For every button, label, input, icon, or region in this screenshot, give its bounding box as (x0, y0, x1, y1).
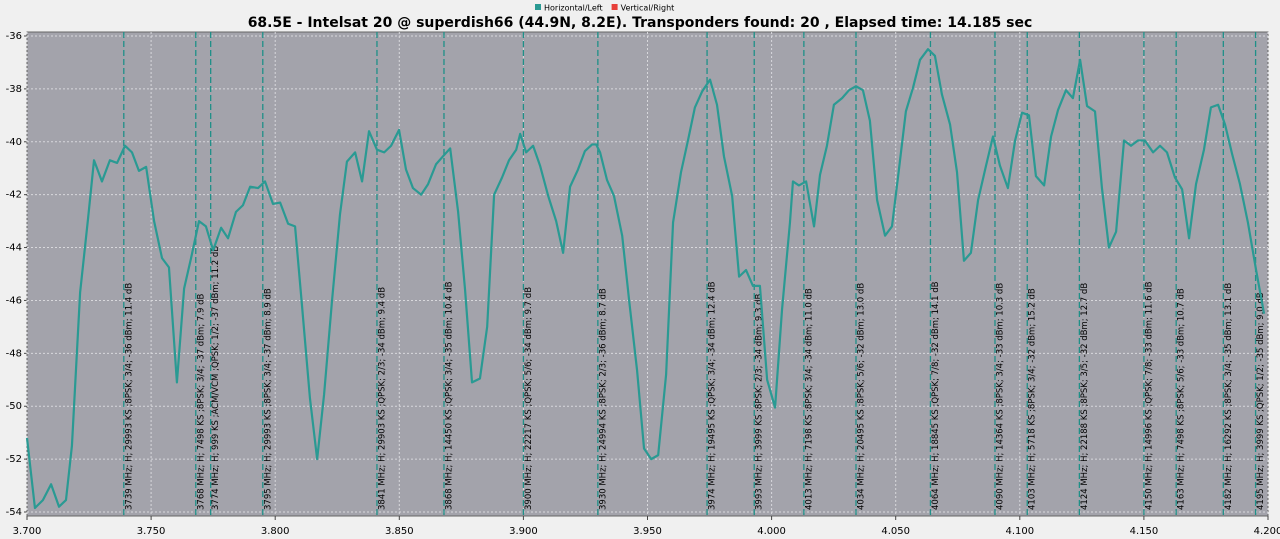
y-tick-label: -40 (6, 137, 22, 148)
x-tick-label: 3.950 (633, 526, 662, 537)
y-tick-label: -54 (6, 507, 22, 518)
x-tick-label: 4.150 (1130, 526, 1159, 537)
transponder-label: 4013 MHz; H; 7198 KS ;8PSK; 3/4; -34 dBm… (804, 288, 814, 510)
x-tick-label: 4.000 (757, 526, 786, 537)
y-tick-label: -36 (6, 31, 22, 42)
transponder-label: 4064 MHz; H; 18845 KS ;QPSK; 7/8; -32 dB… (931, 281, 941, 510)
transponder-label: 4090 MHz; H; 14364 KS ;8PSK; 3/4; -33 dB… (995, 283, 1005, 510)
chart-title: 68.5E - Intelsat 20 @ superdish66 (44.9N… (248, 15, 1033, 31)
transponder-label: 3974 MHz; H; 19495 KS ;QPSK; 3/4; -34 dB… (708, 281, 718, 510)
y-tick-label: -44 (6, 243, 22, 254)
transponder-label: 3900 MHz; H; 22217 KS ;QPSK; 5/6; -34 dB… (524, 287, 534, 510)
y-tick-label: -46 (6, 295, 22, 306)
transponder-label: 3774 MHz; H; 999 KS ;ACM/VCM ;QPSK; 1/2;… (211, 246, 221, 510)
transponder-label: 3768 MHz; H; 7498 KS ;8PSK; 3/4; -37 dBm… (196, 294, 206, 510)
y-tick-label: -48 (6, 348, 22, 359)
x-tick-label: 3.750 (137, 526, 166, 537)
x-tick-label: 4.100 (1005, 526, 1034, 537)
x-tick-label: 3.800 (261, 526, 290, 537)
x-tick-label: 4.050 (881, 526, 910, 537)
transponder-label: 3841 MHz; H; 29903 KS ;QPSK; 2/3; -34 dB… (377, 287, 387, 510)
transponder-label: 3739 MHz; H; 29993 KS ;8PSK; 3/4; -36 dB… (124, 283, 134, 510)
transponder-label: 4150 MHz; H; 14996 KS ;QPSK; 7/8; -33 dB… (1144, 281, 1154, 510)
transponder-label: 4182 MHz; H; 16292 KS ;8PSK; 3/4; -35 dB… (1224, 283, 1234, 510)
x-tick-label: 3.900 (509, 526, 538, 537)
x-tick-label: 3.700 (13, 526, 42, 537)
transponder-label: 4034 MHz; H; 20495 KS ;8PSK; 5/6; -32 dB… (856, 283, 866, 510)
y-tick-label: -42 (6, 190, 22, 201)
transponder-label: 4195 MHz; H; 3999 KS ;QPSK; 1/2; -35 dBm… (1256, 292, 1266, 510)
legend-swatch (535, 4, 541, 10)
y-tick-label: -52 (6, 454, 22, 465)
legend-label: Horizontal/Left (544, 4, 603, 13)
transponder-label: 3930 MHz; H; 24994 KS ;8PSK; 2/3; -36 dB… (598, 288, 608, 510)
legend-swatch (611, 4, 618, 10)
transponder-label: 4103 MHz; H; 5718 KS ;8PSK; 3/4; -32 dBm… (1028, 288, 1038, 510)
x-tick-label: 4.200 (1254, 526, 1280, 537)
legend-label: Vertical/Right (621, 4, 675, 13)
y-tick-label: -38 (6, 84, 22, 95)
transponder-label: 3993 MHz; H; 3999 KS ;8PSK; 2/3; -34 dBm… (755, 294, 765, 510)
x-tick-label: 3.850 (385, 526, 414, 537)
transponder-label: 3868 MHz; H; 14450 KS ;QPSK; 3/4; -35 dB… (444, 281, 454, 510)
spectrum-line (25, 48, 1266, 510)
y-tick-label: -50 (6, 401, 22, 412)
transponder-label: 3795 MHz; H; 29993 KS ;8PSK; 3/4; -37 dB… (263, 288, 273, 510)
transponder-label: 4124 MHz; H; 22188 KS ;8PSK; 3/5; -32 dB… (1080, 283, 1090, 510)
transponder-label: 4163 MHz; H; 7498 KS ;8PSK; 5/6; -33 dBm… (1177, 288, 1187, 510)
